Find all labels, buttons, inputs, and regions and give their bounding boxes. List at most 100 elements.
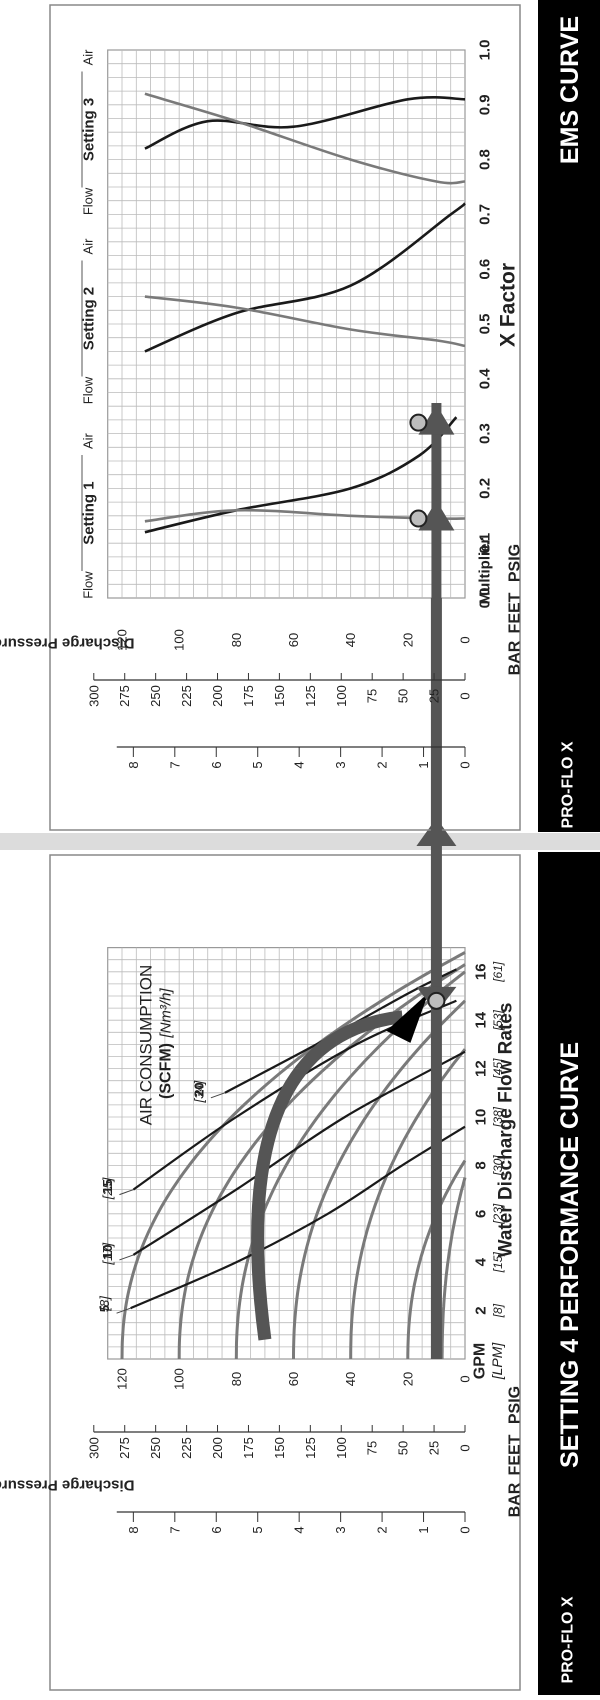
air-consumption-curve (130, 1125, 466, 1310)
setting-label: Setting 2 (81, 287, 98, 350)
pressure-curve (440, 1177, 467, 1360)
lpm-tick-label: [38] (491, 1106, 505, 1128)
panel-frame (49, 4, 521, 831)
pressure-curve (292, 999, 467, 1360)
setting-label: Setting 3 (81, 98, 98, 161)
feet-tick-label: 225 (179, 1437, 194, 1459)
perf-y-axis-header-bar: BAR (507, 1482, 524, 1517)
feet-tick-label: 250 (148, 685, 163, 707)
lpm-tick-label: [8] (491, 1303, 505, 1318)
feet-tick-label: 125 (303, 685, 318, 707)
ems-y-axis-header-bar: BAR (507, 640, 524, 675)
air-label-nm3h: [17] (100, 1243, 115, 1266)
ems-y-axis-label: Discharge Pressure (0, 635, 134, 652)
air-consumption-unit-nm3h: [Nm³/h] (158, 988, 175, 1039)
pressure-curve (349, 1048, 467, 1360)
operating-point-marker (427, 991, 446, 1010)
feet-tick-label: 175 (241, 685, 256, 707)
air-label-leader (119, 1189, 134, 1196)
x-factor-tick-label: 0.5 (477, 314, 494, 335)
x-factor-arrowhead (418, 500, 455, 531)
x-factor-tick-label: 0.3 (477, 423, 494, 444)
bar-tick-label: 3 (333, 1526, 348, 1533)
psig-tick-label: 20 (400, 633, 415, 647)
air-label-nm3h: [34] (191, 1080, 206, 1103)
panel-divider (0, 833, 600, 850)
psig-tick-label: 120 (115, 1368, 130, 1390)
bar-tick-label: 6 (209, 761, 224, 768)
feet-tick-label: 175 (241, 1437, 256, 1459)
feet-tick-label: 50 (396, 1441, 411, 1455)
feet-tick-label: 25 (427, 689, 442, 703)
lpm-tick-label: [45] (491, 1058, 505, 1080)
air-label-scfm: 10 (100, 1244, 115, 1258)
lpm-tick-label: [53] (491, 1010, 505, 1032)
psig-tick-label: 60 (286, 1372, 301, 1386)
psig-tick-label: 100 (172, 629, 187, 651)
x-factor-marker (409, 413, 428, 432)
psig-tick-label: 20 (400, 1372, 415, 1386)
x-factor-tick-label: 0.6 (477, 259, 494, 280)
gpm-tick-label: 10 (473, 1109, 490, 1126)
bar-tick-label: 4 (292, 761, 307, 768)
lpm-label: [LPM] (489, 1342, 505, 1381)
bar-tick-label: 6 (209, 1526, 224, 1533)
bar-tick-label: 8 (126, 1526, 141, 1533)
bar-tick-label: 4 (292, 1526, 307, 1533)
pressure-curve (120, 951, 466, 1360)
gpm-tick-label: 6 (473, 1210, 490, 1218)
air-consumption-unit-scfm: (SCFM) (158, 1043, 175, 1099)
air-label-scfm: 5 (97, 1305, 112, 1312)
feet-tick-label: 75 (365, 1441, 380, 1455)
setting-label: Setting 1 (81, 481, 98, 544)
x-factor-tick-label: 0.4 (477, 368, 494, 390)
gpm-tick-label: 14 (473, 1011, 490, 1028)
feet-tick-label: 75 (365, 689, 380, 703)
ems-curve (144, 416, 458, 534)
x-factor-tick-label: 1.0 (477, 40, 494, 61)
air-consumption-title: AIR CONSUMPTION (137, 965, 156, 1126)
x-factor-tick-label: 0.9 (477, 94, 494, 115)
air-label-leader (116, 1307, 131, 1314)
bar-tick-label: 2 (375, 1526, 390, 1533)
x-factor-tick-label: 0.0 (477, 588, 494, 609)
ems-y-axis-header-psig: PSIG (507, 544, 524, 582)
psig-tick-label: 0 (458, 1375, 473, 1382)
feet-tick-label: 225 (179, 685, 194, 707)
bar-tick-label: 7 (167, 1526, 182, 1533)
feet-tick-label: 125 (303, 1437, 318, 1459)
performance-chart-title: SETTING 4 PERFORMANCE CURVE (556, 1042, 584, 1468)
setting-flow-label: Flow (81, 376, 96, 404)
psig-tick-label: 80 (229, 633, 244, 647)
gpm-tick-label: 8 (473, 1161, 490, 1169)
bar-tick-label: 2 (375, 761, 390, 768)
feet-tick-label: 0 (458, 692, 473, 699)
perf-x-axis-label: Water Discharge Flow Rates (496, 1003, 517, 1258)
ems-y-axis-header-feet: FEET (507, 592, 524, 633)
feet-tick-label: 250 (148, 1437, 163, 1459)
setting-flow-label: Flow (81, 187, 96, 215)
x-factor-arrowhead (418, 404, 455, 435)
bar-tick-label: 7 (167, 761, 182, 768)
ems-curve (144, 295, 466, 348)
bar-tick-label: 0 (458, 761, 473, 768)
feet-tick-label: 50 (396, 689, 411, 703)
air-label-leader (119, 1254, 134, 1261)
feet-tick-label: 150 (272, 685, 287, 707)
performance-panel: SETTING 4 PERFORMANCE CURVE PRO-FLO X 5[… (0, 818, 600, 1695)
x-factor-tick-label: 0.8 (477, 149, 494, 170)
pressure-curve (234, 970, 466, 1360)
perf-y-axis-header-psig: PSIG (507, 1386, 524, 1424)
bar-tick-label: 5 (250, 1526, 265, 1533)
multiplier-label: Multiplier (477, 538, 494, 605)
ems-curve (144, 96, 466, 150)
operating-path-arrowhead (386, 992, 429, 1043)
pressure-curve (177, 963, 466, 1360)
feet-tick-label: 0 (458, 1444, 473, 1451)
air-label-leader (210, 1092, 226, 1099)
ems-curve (144, 202, 466, 353)
x-factor-marker (409, 509, 428, 528)
x-factor-tick-label: 0.1 (477, 533, 494, 554)
